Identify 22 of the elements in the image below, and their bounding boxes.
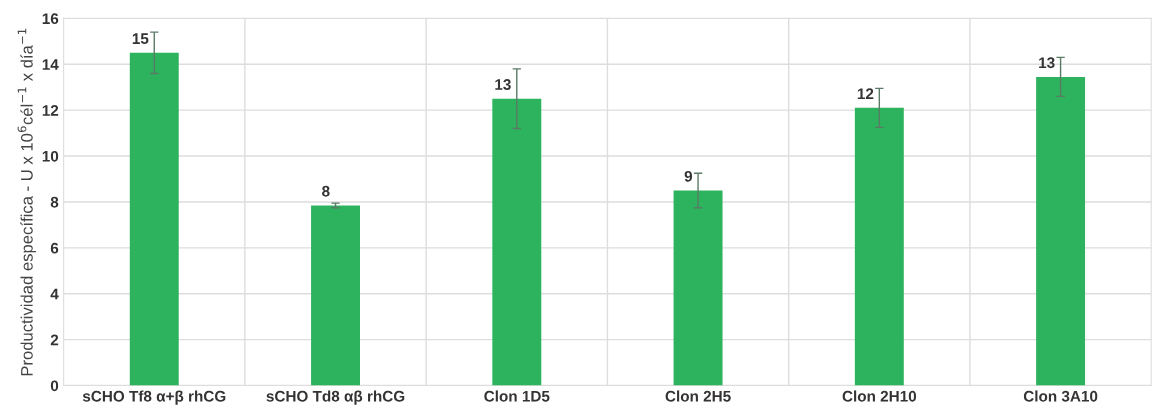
data-label: 9 (684, 170, 693, 182)
y-tick-label: 6 (50, 242, 59, 254)
y-tick-label: 2 (50, 334, 59, 346)
x-tick-label: Clon 2H10 (842, 390, 917, 402)
data-label: 13 (1039, 57, 1055, 69)
data-label: 13 (495, 79, 511, 90)
x-tick-label: sCHO Tf8 α+β rhCG (82, 390, 226, 405)
y-tick-label: 16 (42, 13, 59, 25)
y-tick-label: 14 (42, 59, 59, 70)
y-tick-label: 0 (50, 380, 59, 392)
x-tick-label: Clon 2H5 (665, 390, 731, 402)
y-tick-label: 10 (42, 150, 59, 162)
y-tick-label: 12 (42, 105, 59, 116)
data-label: 8 (322, 185, 330, 197)
y-axis-title: Productividad específica - U x 10$^{6}$cél$^{−1}$ x día$^{−1}$ (17, 28, 37, 376)
data-label: 15 (132, 33, 149, 45)
data-label: 12 (857, 88, 874, 99)
x-tick-label: Clon 3A10 (1023, 390, 1098, 402)
x-tick-label: sCHO Td8 αβ rhCG (266, 390, 405, 405)
y-tick-label: 4 (50, 288, 59, 300)
y-tick-label: 8 (50, 196, 59, 208)
x-tick-label: Clon 1D5 (484, 390, 550, 402)
